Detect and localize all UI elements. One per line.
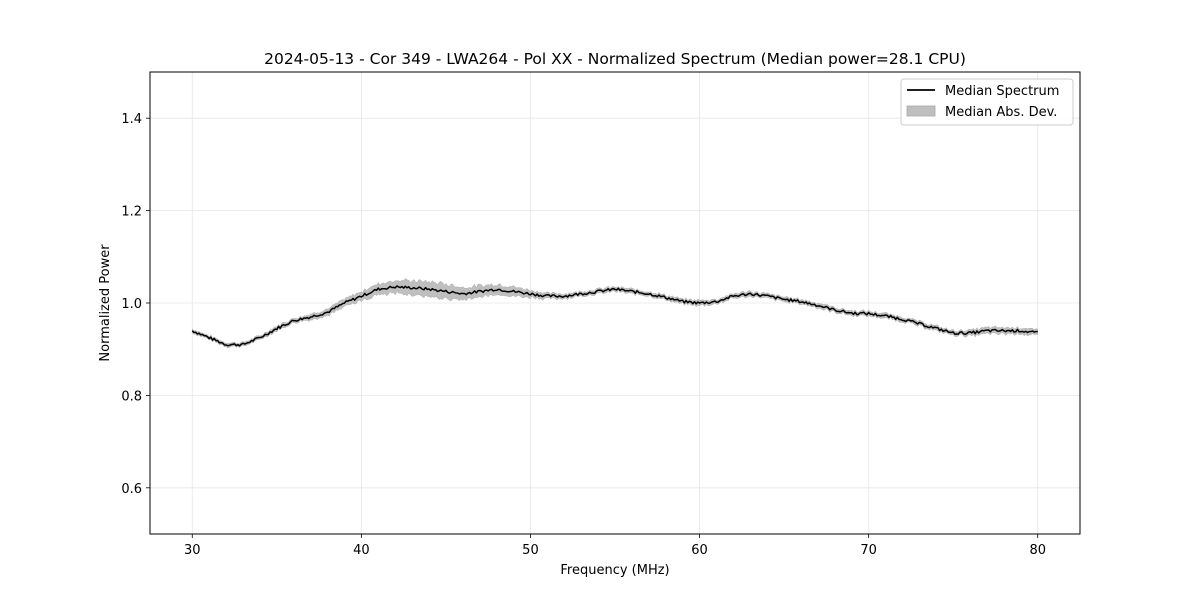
median-spectrum-line <box>191 285 1038 347</box>
y-tick-label: 1.0 <box>121 297 142 312</box>
x-axis-ticks: 30 40 50 60 70 80 <box>184 534 1046 558</box>
x-tick-label: 50 <box>522 543 539 558</box>
legend: Median Spectrum Median Abs. Dev. <box>900 78 1074 126</box>
y-axis-label: Normalized Power <box>98 244 113 362</box>
chart-title: 2024-05-13 - Cor 349 - LWA264 - Pol XX -… <box>264 50 966 68</box>
legend-median-label: Median Spectrum <box>945 84 1059 99</box>
y-axis-ticks: 0.6 0.8 1.0 1.2 1.4 <box>121 112 150 497</box>
median-line-layer <box>191 285 1038 347</box>
x-tick-label: 40 <box>353 543 370 558</box>
x-tick-label: 70 <box>860 543 877 558</box>
legend-mad-label: Median Abs. Dev. <box>945 105 1057 120</box>
x-tick-label: 80 <box>1029 543 1046 558</box>
legend-mad-swatch <box>906 105 936 117</box>
y-tick-label: 0.6 <box>121 482 142 497</box>
x-axis-label: Frequency (MHz) <box>560 563 669 578</box>
y-tick-label: 1.2 <box>121 205 142 220</box>
grid <box>150 72 1080 534</box>
x-tick-label: 30 <box>184 543 201 558</box>
y-tick-label: 0.8 <box>121 389 142 404</box>
x-tick-label: 60 <box>691 543 708 558</box>
legend-box <box>900 78 1074 126</box>
y-tick-label: 1.4 <box>121 112 142 127</box>
